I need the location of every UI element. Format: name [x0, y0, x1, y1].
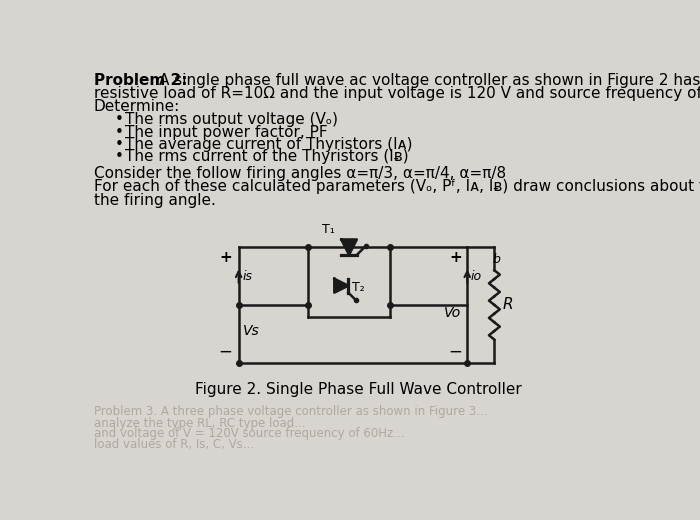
Text: +: + [450, 250, 463, 265]
Text: Vs: Vs [244, 324, 260, 338]
Text: Consider the follow firing angles α=π/3, α=π/4, α=π/8: Consider the follow firing angles α=π/3,… [94, 166, 506, 181]
Text: analyze the type RL, RC type load...: analyze the type RL, RC type load... [94, 417, 305, 430]
Text: −: − [449, 342, 463, 360]
Text: Problem 3. A three phase voltage controller as shown in Figure 3...: Problem 3. A three phase voltage control… [94, 405, 487, 418]
Text: For each of these calculated parameters (Vₒ, Pᶠ, Iᴀ, Iᴃ) draw conclusions about : For each of these calculated parameters … [94, 179, 700, 194]
Text: is: is [242, 269, 253, 282]
Text: •: • [115, 112, 123, 127]
Text: the firing angle.: the firing angle. [94, 192, 216, 207]
Text: Vo: Vo [444, 306, 461, 320]
Text: +: + [220, 250, 232, 265]
Text: •: • [115, 125, 123, 140]
Text: The rms current of the Thyristors (Iᴃ): The rms current of the Thyristors (Iᴃ) [125, 149, 408, 164]
Polygon shape [335, 279, 349, 293]
Text: A single phase full wave ac voltage controller as shown in Figure 2 has a: A single phase full wave ac voltage cont… [159, 73, 700, 88]
Text: Figure 2. Single Phase Full Wave Controller: Figure 2. Single Phase Full Wave Control… [195, 382, 522, 397]
Polygon shape [342, 240, 357, 255]
Text: Determine:: Determine: [94, 99, 180, 114]
Text: R: R [502, 297, 512, 313]
Text: •: • [115, 137, 123, 152]
Text: T₂: T₂ [352, 281, 365, 294]
Text: and voltage of V = 120V source frequency of 60Hz...: and voltage of V = 120V source frequency… [94, 427, 404, 440]
Text: resistive load of R=10Ω and the input voltage is 120 V and source frequency of 6: resistive load of R=10Ω and the input vo… [94, 86, 700, 101]
Text: load values of R, Is, C, Vs...: load values of R, Is, C, Vs... [94, 438, 253, 451]
Text: T₁: T₁ [323, 224, 335, 237]
Text: The input power factor, PF: The input power factor, PF [125, 125, 328, 140]
Text: io: io [470, 269, 482, 282]
Text: Problem 2:: Problem 2: [94, 73, 187, 88]
Text: −: − [218, 342, 232, 360]
Text: •: • [115, 149, 123, 164]
Text: The rms output voltage (Vₒ): The rms output voltage (Vₒ) [125, 112, 337, 127]
Text: The average current of Thyristors (Iᴀ): The average current of Thyristors (Iᴀ) [125, 137, 412, 152]
Text: b: b [493, 253, 500, 266]
